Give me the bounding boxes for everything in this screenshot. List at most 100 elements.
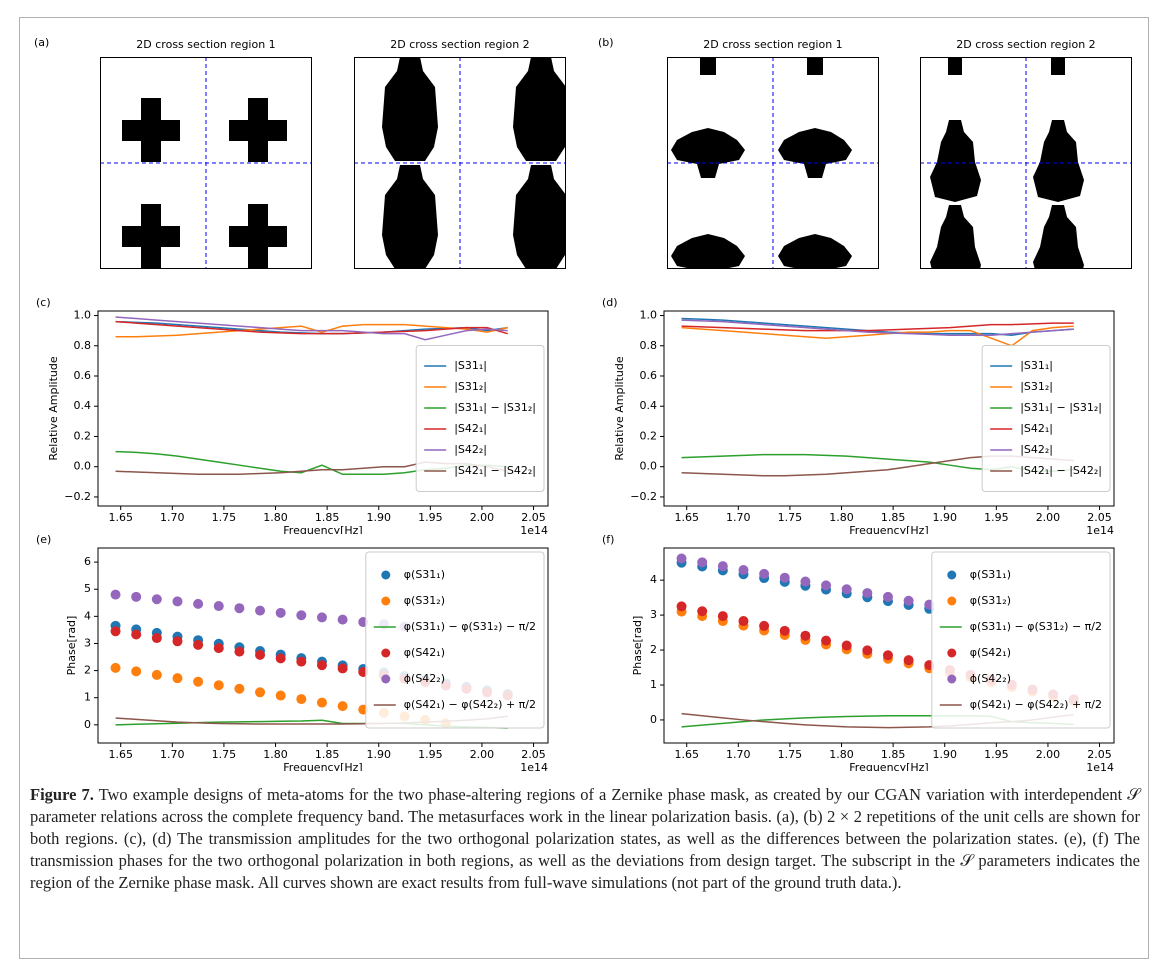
legend-label: |S31₁| — [454, 359, 487, 372]
y-tick-label: 1 — [650, 678, 657, 691]
data-point — [882, 591, 893, 602]
data-point — [193, 598, 204, 609]
series-line — [115, 320, 508, 335]
series-line — [681, 319, 1074, 336]
data-point — [213, 680, 224, 691]
data-point — [697, 557, 708, 568]
data-point — [717, 561, 728, 572]
x-offset-label: 1e14 — [520, 761, 548, 771]
data-point — [800, 576, 811, 587]
series-line — [115, 323, 508, 338]
y-tick-label: 3 — [84, 636, 91, 649]
legend-label: φ(S42₁) — [404, 646, 445, 659]
data-point — [110, 589, 121, 600]
data-point — [316, 660, 327, 671]
data-point — [882, 650, 893, 661]
legend-label: φ(S31₁) — [970, 568, 1011, 581]
data-point — [110, 662, 121, 673]
data-point — [862, 588, 873, 599]
x-tick-label: 1.75 — [212, 511, 237, 524]
legend-label: ϕ(S42₂) — [970, 672, 1011, 685]
panel-label: (a) — [34, 36, 50, 49]
x-tick-label: 1.75 — [778, 511, 803, 524]
y-tick-label: 4 — [84, 609, 91, 622]
legend-box — [981, 345, 1111, 492]
x-tick-label: 1.85 — [881, 748, 906, 761]
y-tick-label: 0 — [650, 713, 657, 726]
legend-marker — [381, 648, 391, 658]
y-tick-label: 4 — [650, 573, 657, 586]
y-tick-label: 2 — [84, 664, 91, 677]
x-tick-label: 1.90 — [366, 748, 391, 761]
image-title: 2D cross section region 1 — [136, 38, 276, 51]
legend-label: |S42₁| — [1020, 422, 1053, 435]
x-tick-label: 1.65 — [108, 748, 133, 761]
data-point — [841, 584, 852, 595]
legend-box — [415, 345, 545, 492]
data-point — [131, 666, 142, 677]
y-tick-label: 3 — [650, 608, 657, 621]
legend-label: φ(S42₁) − φ(S42₂) + π/2 — [404, 698, 536, 711]
legend-marker — [381, 570, 391, 580]
data-point — [234, 683, 245, 694]
data-point — [213, 643, 224, 654]
caption: Figure 7. Two example designs of meta-at… — [30, 784, 1140, 894]
x-tick-label: 2.00 — [470, 748, 495, 761]
data-point — [131, 591, 142, 602]
panel-label: (c) — [36, 298, 51, 309]
x-tick-label: 1.70 — [160, 511, 185, 524]
y-axis-label: Relative Amplitude — [613, 356, 626, 460]
data-point — [800, 630, 811, 641]
data-point — [779, 572, 790, 583]
x-tick-label: 1.90 — [932, 748, 957, 761]
data-point — [841, 640, 852, 651]
data-point — [193, 676, 204, 687]
legend-label: φ(S31₁) − φ(S31₂) − π/2 — [970, 620, 1102, 633]
x-tick-label: 1.95 — [418, 748, 443, 761]
data-point — [779, 625, 790, 636]
x-tick-label: 1.65 — [108, 511, 133, 524]
data-point — [172, 673, 183, 684]
legend-label: |S42₂| — [454, 443, 487, 456]
series-line — [681, 325, 1074, 347]
y-tick-label: 0.6 — [74, 369, 92, 382]
legend-label: |S31₂| — [454, 380, 487, 393]
x-offset-label: 1e14 — [520, 524, 548, 534]
data-point — [275, 607, 286, 618]
legend-marker — [947, 674, 957, 684]
y-axis-label: Relative Amplitude — [47, 356, 60, 460]
x-tick-label: 2.05 — [521, 511, 546, 524]
x-tick-label: 2.00 — [1036, 511, 1061, 524]
x-tick-label: 2.05 — [521, 748, 546, 761]
data-point — [110, 626, 121, 637]
data-point — [738, 565, 749, 576]
data-point — [337, 663, 348, 674]
data-point — [717, 611, 728, 622]
data-point — [151, 669, 162, 680]
data-point — [234, 603, 245, 614]
axes-frame — [97, 310, 549, 507]
y-axis-label: Phase[rad] — [631, 616, 644, 676]
legend-label: |S31₁| — [1020, 359, 1053, 372]
x-tick-label: 1.75 — [778, 748, 803, 761]
legend-label: φ(S31₂) — [970, 594, 1011, 607]
y-tick-label: 0.2 — [640, 429, 658, 442]
x-tick-label: 1.80 — [829, 748, 854, 761]
data-point — [255, 687, 266, 698]
cross-section-image — [920, 57, 1132, 269]
data-point — [821, 580, 832, 591]
series-line — [115, 316, 508, 341]
caption-text: Two example designs of meta-atoms for th… — [30, 785, 1140, 892]
cross-section-image — [354, 57, 566, 269]
legend-label: φ(S42₁) − φ(S42₂) + π/2 — [970, 698, 1102, 711]
legend-label: φ(S42₁) — [970, 646, 1011, 659]
caption-label: Figure 7. — [30, 785, 94, 804]
legend-label: |S42₁| − |S42₂| — [454, 464, 536, 477]
legend-label: |S42₁| — [454, 422, 487, 435]
image-title: 2D cross section region 1 — [703, 38, 843, 51]
x-tick-label: 1.95 — [984, 748, 1009, 761]
x-tick-label: 1.65 — [674, 511, 699, 524]
data-point — [275, 653, 286, 664]
x-tick-label: 2.05 — [1087, 748, 1112, 761]
